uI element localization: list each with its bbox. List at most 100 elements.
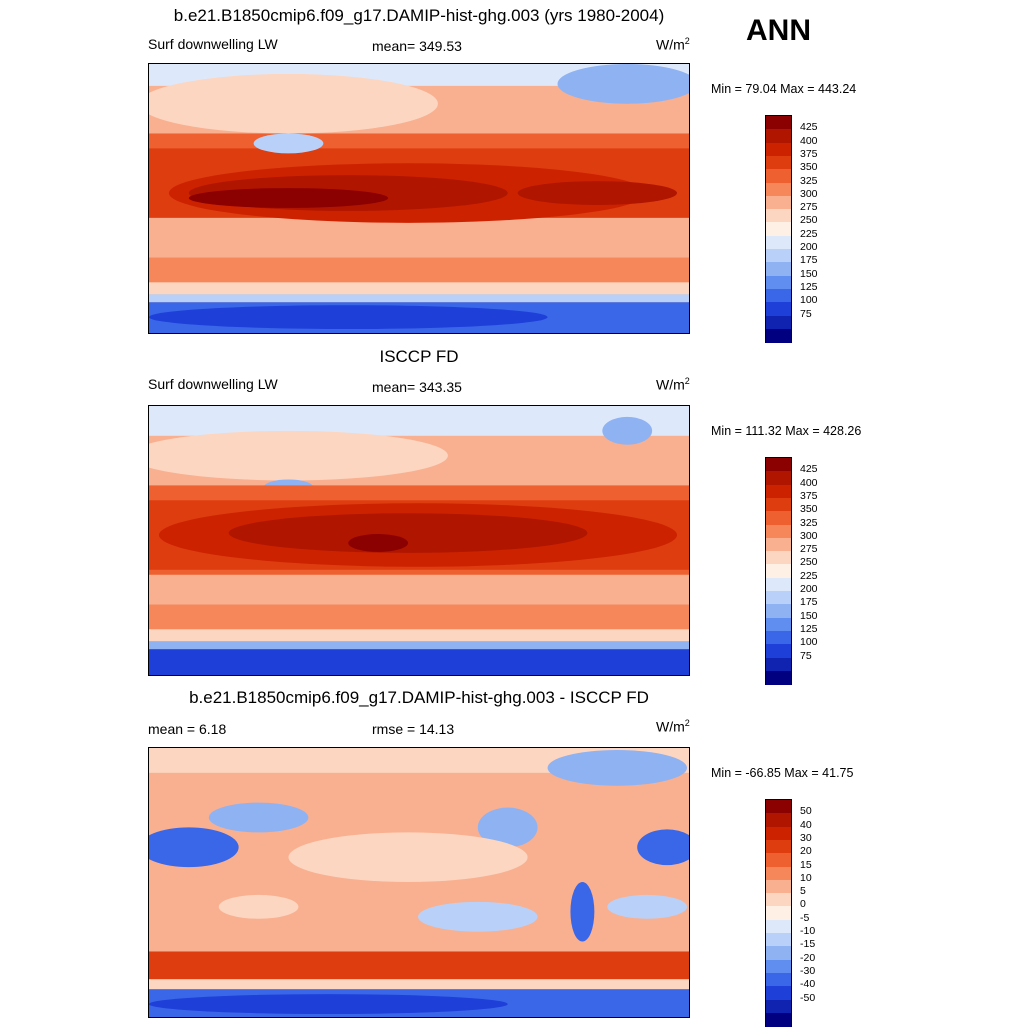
panel-1-variable-label: Surf downwelling LW [148,36,278,52]
colorbar-tick-label: 275 [800,543,818,556]
colorbar-swatch [766,591,791,605]
colorbar-tick-label: 275 [800,201,818,214]
panel-1-map-field [149,64,689,333]
panel-1-map [148,63,690,334]
colorbar-tick-label: 125 [800,622,818,635]
colorbar-tick-label: 175 [800,254,818,267]
panel-2-map-field [149,406,689,675]
colorbar-swatch [766,497,791,512]
colorbar-swatch [766,551,791,565]
panel-3-rmse-label: rmse = 14.13 [372,721,455,737]
colorbar-swatch [766,999,791,1014]
panel-1-minmax: Min = 79.04 Max = 443.24 [711,82,857,96]
colorbar-tick-label: 75 [800,649,812,662]
colorbar-swatch [766,288,791,303]
colorbar-tick-label: -20 [800,951,816,964]
colorbar-swatch [766,577,791,592]
colorbar-swatch [766,800,791,814]
colorbar-swatch [766,524,791,539]
colorbar-swatch [766,813,791,828]
colorbar-tick-label: 50 [800,805,812,818]
colorbar-tick-label: 5 [800,885,806,898]
colorbar-swatch [766,209,791,223]
panel-3-mean-label: mean = 6.18 [148,721,227,737]
colorbar-swatch [766,537,791,552]
colorbar-swatch [766,564,791,579]
colorbar-tick-label: 20 [800,845,812,858]
colorbar-swatch [766,630,791,645]
colorbar-swatch [766,169,791,183]
panel-1-title: b.e21.B1850cmip6.f09_g17.DAMIP-hist-ghg.… [173,6,665,25]
colorbar-swatch [766,155,791,170]
colorbar-swatch [766,972,791,987]
colorbar-swatch [766,826,791,841]
colorbar-swatch [766,195,791,210]
colorbar-swatch [766,302,791,316]
colorbar-swatch [766,946,791,961]
colorbar-swatch [766,959,791,974]
colorbar-tick-label: 0 [800,898,806,911]
colorbar-tick-label: 30 [800,831,812,844]
colorbar-swatch [766,458,791,472]
colorbar-swatch [766,906,791,921]
panel-3-title: b.e21.B1850cmip6.f09_g17.DAMIP-hist-ghg.… [189,688,649,707]
colorbar-tick-label: 200 [800,583,818,595]
colorbar-tick-label: -10 [800,925,816,937]
colorbar-swatch [766,328,791,343]
colorbar-swatch [766,249,791,263]
colorbar-tick-label: -40 [800,978,816,991]
colorbar-swatch [766,511,791,525]
colorbar-swatch [766,129,791,144]
colorbar-tick-label: 425 [800,463,818,476]
colorbar-tick-label: 200 [800,241,818,253]
colorbar-swatch [766,484,791,499]
colorbar-tick-label: 250 [800,214,818,227]
colorbar-tick-label: 40 [800,818,812,831]
colorbar-swatch [766,919,791,934]
colorbar-swatch [766,879,791,894]
colorbar-swatch [766,670,791,685]
colorbar-tick-label: 350 [800,161,818,174]
colorbar-tick-label: 300 [800,187,818,200]
colorbar-swatch [766,657,791,672]
colorbar-swatch [766,222,791,237]
panel-3-minmax: Min = -66.85 Max = 41.75 [711,766,854,780]
panel-2-mean-label: mean= 343.35 [372,379,462,395]
colorbar-tick-label: 225 [800,227,818,240]
colorbar-tick-label: 125 [800,280,818,293]
colorbar-tick-label: 250 [800,556,818,569]
colorbar-swatch [766,1012,791,1027]
colorbar-tick-label: -15 [800,938,816,951]
colorbar-swatch [766,315,791,330]
colorbar-tick-label: 225 [800,569,818,582]
colorbar-swatch [766,839,791,854]
colorbar-tick-label: 150 [800,609,818,622]
panel-1-colorbar [765,115,792,344]
season-label: ANN [746,14,811,47]
colorbar-tick-label: 300 [800,529,818,542]
colorbar-swatch [766,182,791,197]
colorbar-tick-label: -5 [800,911,810,924]
panel-3-colorbar [765,799,792,1027]
panel-2-variable-label: Surf downwelling LW [148,376,278,392]
colorbar-tick-label: 175 [800,596,818,609]
colorbar-swatch [766,617,791,632]
colorbar-swatch [766,116,791,130]
colorbar-tick-label: 400 [800,476,818,489]
colorbar-swatch [766,275,791,290]
colorbar-swatch [766,853,791,867]
colorbar-tick-label: 325 [800,516,818,529]
colorbar-swatch [766,262,791,277]
panel-3-units: W/m2 [656,718,690,735]
colorbar-tick-label: 425 [800,121,818,134]
panel-3-map [148,747,690,1018]
colorbar-swatch [766,142,791,157]
colorbar-tick-label: -30 [800,964,816,977]
colorbar-swatch [766,235,791,250]
colorbar-tick-label: -50 [800,991,816,1004]
colorbar-swatch [766,893,791,907]
colorbar-tick-label: 150 [800,267,818,280]
panel-2-minmax: Min = 111.32 Max = 428.26 [711,424,862,438]
colorbar-tick-label: 100 [800,294,818,307]
colorbar-swatch [766,471,791,486]
